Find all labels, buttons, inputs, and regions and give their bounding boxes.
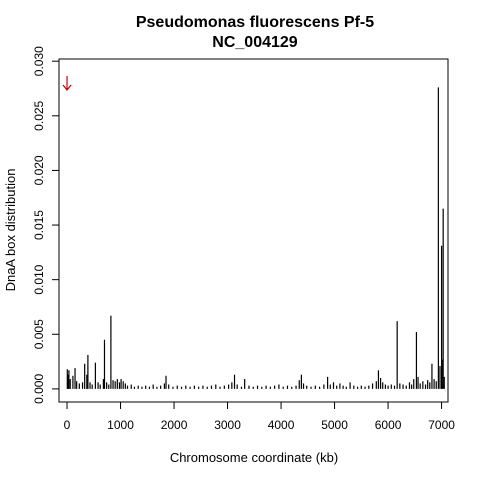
y-tick-label: 0.005 — [32, 319, 46, 349]
y-tick-label: 0.000 — [32, 374, 46, 404]
arrow-head — [62, 84, 72, 91]
y-tick-label: 0.030 — [32, 46, 46, 76]
plot-frame — [58, 58, 449, 403]
y-tick-label: 0.025 — [32, 100, 46, 130]
x-tick-label: 6000 — [375, 418, 402, 432]
y-tick-label: 0.015 — [32, 210, 46, 240]
y-axis-label: DnaA box distribution — [3, 169, 18, 292]
y-tick-label: 0.020 — [32, 155, 46, 185]
y-tick-label: 0.010 — [32, 264, 46, 294]
x-tick-label: 0 — [64, 418, 71, 432]
x-tick-label: 7000 — [428, 418, 455, 432]
x-tick-label: 5000 — [321, 418, 348, 432]
x-tick-label: 3000 — [214, 418, 241, 432]
origin-marker — [62, 76, 72, 91]
x-tick-label: 2000 — [161, 418, 188, 432]
x-tick-label: 4000 — [268, 418, 295, 432]
chart-title: Pseudomonas fluorescens Pf-5 — [136, 14, 374, 31]
x-tick-label: 1000 — [107, 418, 134, 432]
bar-series — [66, 87, 445, 389]
chart-subtitle: NC_004129 — [212, 34, 298, 51]
x-axis-label: Chromosome coordinate (kb) — [170, 450, 338, 465]
